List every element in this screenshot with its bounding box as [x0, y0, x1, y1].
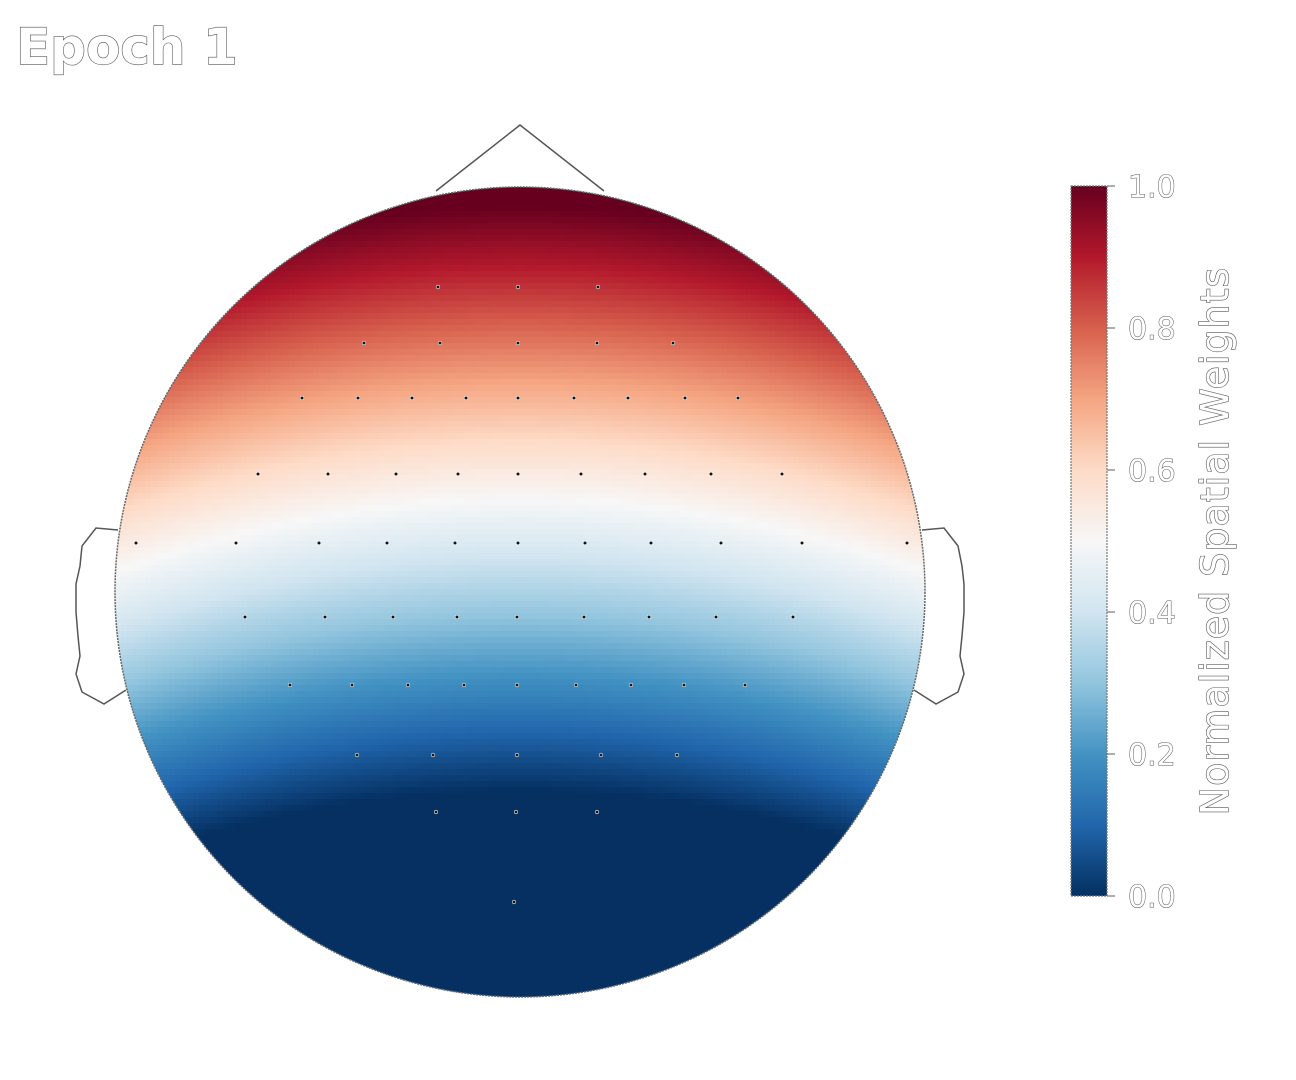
sensor-46 [287, 682, 293, 688]
sensor-39 [390, 614, 396, 620]
sensor-34 [718, 540, 724, 546]
left-ear-outline [75, 527, 127, 705]
colorbar-tick-label-1: 0.2 [1128, 738, 1176, 773]
colorbar-tick-label-4: 0.8 [1128, 312, 1176, 347]
colorbar-tick-label-5: 1.0 [1128, 170, 1176, 205]
sensor-1 [515, 284, 521, 290]
colorbar-label: Normalized Spatial Weights [1193, 267, 1237, 816]
sensor-32 [582, 540, 588, 546]
sensor-49 [461, 682, 467, 688]
sensor-54 [742, 682, 748, 688]
sensor-6 [594, 340, 600, 346]
sensor-9 [355, 395, 361, 401]
sensor-7 [670, 340, 676, 346]
sensor-43 [646, 614, 652, 620]
sensor-35 [799, 540, 805, 546]
sensor-11 [463, 395, 469, 401]
colorbar-tick-label-3: 0.6 [1128, 454, 1176, 489]
sensor-25 [779, 471, 785, 477]
sensor-23 [642, 471, 648, 477]
sensor-20 [455, 471, 461, 477]
sensor-48 [405, 682, 411, 688]
colorbar-ticks: 0.0 0.2 0.4 0.6 0.8 1.0 [1107, 170, 1176, 916]
sensor-15 [682, 395, 688, 401]
sensor-53 [681, 682, 687, 688]
sensor-5 [515, 340, 521, 346]
sensor-42 [581, 614, 587, 620]
sensor-52 [628, 682, 634, 688]
sensor-41 [514, 614, 520, 620]
sensor-14 [625, 395, 631, 401]
sensor-36 [904, 540, 910, 546]
colorbar-frame [1070, 185, 1108, 897]
sensor-8 [299, 395, 305, 401]
sensor-62 [594, 809, 600, 815]
sensor-3 [361, 340, 367, 346]
sensor-50 [514, 682, 520, 688]
sensor-38 [322, 614, 328, 620]
sensor-63 [511, 899, 517, 905]
sensor-45 [790, 614, 796, 620]
sensor-10 [409, 395, 415, 401]
sensor-21 [515, 471, 521, 477]
sensor-13 [571, 395, 577, 401]
sensor-33 [648, 540, 654, 546]
sensor-31 [515, 540, 521, 546]
sensor-47 [349, 682, 355, 688]
sensor-59 [674, 752, 680, 758]
sensor-57 [514, 752, 520, 758]
sensor-61 [513, 809, 519, 815]
sensor-51 [573, 682, 579, 688]
sensor-29 [384, 540, 390, 546]
colorbar-tick-label-2: 0.4 [1128, 596, 1176, 631]
sensor-27 [233, 540, 239, 546]
sensor-30 [452, 540, 458, 546]
sensor-18 [325, 471, 331, 477]
sensor-28 [316, 540, 322, 546]
plot-title: Epoch 1 [16, 18, 238, 76]
colorbar-tick-label-0: 0.0 [1128, 880, 1176, 915]
sensor-56 [430, 752, 436, 758]
sensor-0 [435, 284, 441, 290]
sensor-12 [515, 395, 521, 401]
topomap-heatmap [115, 187, 925, 997]
right-ear-outline [913, 527, 965, 705]
sensor-40 [454, 614, 460, 620]
sensor-60 [433, 809, 439, 815]
sensor-16 [735, 395, 741, 401]
sensor-19 [393, 471, 399, 477]
colorbar-gradient [1071, 186, 1107, 896]
sensor-37 [242, 614, 248, 620]
sensor-26 [133, 540, 139, 546]
sensor-24 [708, 471, 714, 477]
sensor-4 [437, 340, 443, 346]
nose-outline [435, 124, 605, 192]
sensor-58 [598, 752, 604, 758]
sensor-markers [133, 284, 910, 905]
colorbar: 0.0 0.2 0.4 0.6 0.8 1.0 Normalized Spatial We… [1070, 170, 1238, 916]
sensor-44 [713, 614, 719, 620]
sensor-55 [354, 752, 360, 758]
head-outline [114, 186, 926, 998]
sensor-2 [595, 284, 601, 290]
sensor-17 [255, 471, 261, 477]
sensor-22 [578, 471, 584, 477]
